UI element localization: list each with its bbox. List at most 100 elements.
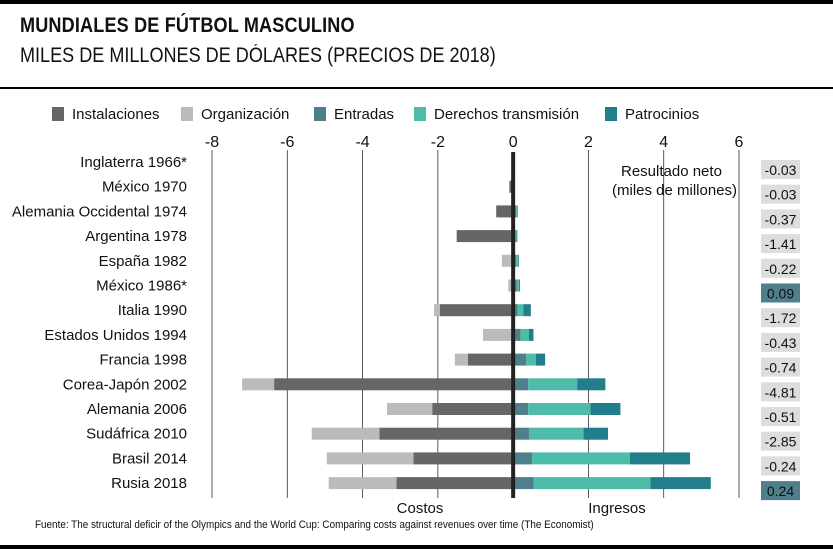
x-label-revenues: Ingresos [588, 500, 646, 517]
bar-entradas [513, 328, 521, 341]
category-label: Alemania 2006 [87, 401, 187, 418]
bar-organizacion [328, 477, 397, 490]
bar-entradas [513, 378, 529, 391]
net-result-value: -4.81 [765, 384, 797, 400]
net-result-box [761, 382, 800, 402]
x-tick-label: -8 [205, 134, 219, 151]
net-result-box [761, 431, 800, 451]
bar-organizacion [387, 403, 433, 415]
bar-derechos [526, 353, 536, 366]
net-result-value: 0.09 [767, 286, 794, 302]
bar-derechos [528, 378, 578, 391]
net-result-box [761, 332, 800, 352]
bar-patrocinios [516, 230, 518, 243]
net-result-value: -0.43 [765, 335, 797, 351]
bar-instalaciones [439, 304, 514, 317]
bar-patrocinios [516, 205, 518, 218]
net-result-box [761, 234, 800, 254]
net-result-value: 0.24 [767, 483, 794, 499]
category-label: Argentina 1978 [85, 228, 187, 245]
category-label: Francia 1998 [99, 352, 187, 369]
bar-instalaciones [467, 353, 514, 366]
bar-patrocinios [583, 427, 609, 440]
bar-patrocinios [528, 328, 534, 341]
chart-subtitle: MILES DE MILLONES DE DÓLARES (PRECIOS DE… [20, 44, 496, 67]
bar-derechos [515, 230, 517, 243]
category-label: España 1982 [99, 253, 187, 270]
x-tick-label: -2 [431, 134, 445, 151]
category-label: México 1970 [102, 179, 187, 196]
legend-label-organizacion: Organización [201, 106, 289, 123]
bar-patrocinios [523, 304, 531, 317]
legend-swatch-derechos [414, 107, 426, 121]
source-note: Fuente: The structural deficir of the Ol… [35, 519, 594, 531]
bar-derechos [516, 205, 517, 218]
bar-organizacion [326, 452, 414, 465]
net-result-unit: (miles de millones) [612, 182, 737, 199]
header-divider [0, 87, 833, 89]
bar-organizacion [508, 279, 512, 292]
bar-derechos [528, 427, 584, 440]
bar-patrocinios [577, 378, 606, 391]
category-label: Italia 1990 [118, 302, 187, 319]
bar-derechos [516, 254, 519, 267]
bar-patrocinios [518, 254, 519, 267]
net-result-value: -0.51 [765, 409, 797, 425]
legend-label-entradas: Entradas [334, 106, 394, 123]
bar-entradas [513, 427, 529, 440]
net-result-box [761, 184, 800, 204]
legend-swatch-entradas [314, 107, 326, 121]
legend-label-patrocinios: Patrocinios [625, 106, 699, 123]
category-label: Alemania Occidental 1974 [12, 203, 187, 220]
net-result-box [761, 481, 800, 501]
bar-patrocinios [590, 403, 621, 415]
bar-instalaciones [379, 427, 514, 440]
chart-title: MUNDIALES DE FÚTBOL MASCULINO [20, 14, 355, 37]
net-result-box [761, 209, 800, 229]
x-label-costs: Costos [397, 500, 444, 517]
x-tick-label: 0 [509, 134, 518, 151]
net-result-value: -0.03 [765, 187, 797, 203]
bar-entradas [513, 403, 529, 415]
bar-organizacion [434, 304, 440, 317]
x-tick-label: 4 [659, 134, 668, 151]
bar-instalaciones [456, 230, 514, 243]
bar-patrocinios [535, 353, 546, 366]
bar-organizacion [483, 328, 514, 341]
bar-instalaciones [274, 378, 514, 391]
bottom-rule [0, 545, 833, 549]
category-label: Brasil 2014 [112, 450, 187, 467]
x-tick-label: -4 [355, 134, 369, 151]
net-result-title: Resultado neto [621, 163, 722, 180]
x-tick-label: -6 [280, 134, 294, 151]
net-result-box [761, 407, 800, 426]
net-result-value: -0.03 [765, 162, 797, 178]
bar-derechos [517, 304, 524, 317]
bar-instalaciones [496, 205, 514, 218]
bar-organizacion [501, 254, 514, 267]
x-tick-label: 6 [735, 134, 744, 151]
bar-entradas [513, 353, 527, 366]
bar-entradas [513, 452, 532, 465]
category-label: México 1986* [96, 278, 187, 295]
bar-derechos [520, 328, 529, 341]
top-rule [0, 0, 833, 4]
net-result-value: -0.24 [765, 458, 797, 474]
category-label: Estados Unidos 1994 [44, 327, 187, 344]
bar-derechos [531, 452, 630, 465]
bar-derechos [528, 403, 591, 415]
bar-instalaciones [432, 403, 514, 415]
category-label: Corea-Japón 2002 [63, 376, 187, 393]
legend-label-instalaciones: Instalaciones [72, 106, 160, 123]
bar-instalaciones [413, 452, 514, 465]
legend-swatch-organizacion [181, 107, 193, 121]
net-result-box [761, 258, 800, 278]
net-result-box [761, 456, 800, 476]
bar-entradas [513, 477, 534, 490]
net-result-box [761, 160, 800, 179]
bar-derechos [516, 279, 519, 292]
category-label: Rusia 2018 [111, 475, 187, 492]
legend-swatch-instalaciones [52, 107, 64, 121]
bar-patrocinios [518, 279, 520, 292]
bar-organizacion [311, 427, 380, 440]
